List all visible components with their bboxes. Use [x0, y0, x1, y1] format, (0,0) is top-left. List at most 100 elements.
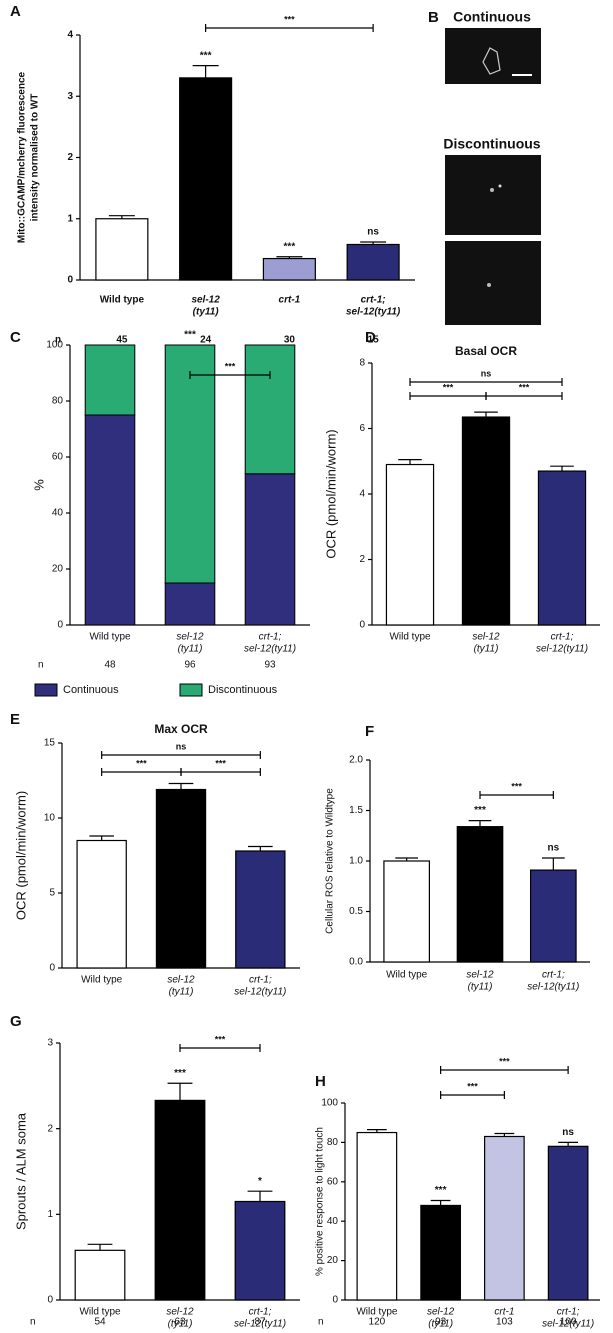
y-tick-label: 3 [47, 1038, 53, 1049]
n-value: 120 [369, 1317, 386, 1328]
bracket-label: *** [215, 1034, 226, 1044]
bar [537, 470, 587, 626]
bar [456, 826, 504, 963]
chart-title: Basal OCR [455, 344, 517, 358]
panel-label: D [365, 329, 376, 346]
x-tick-label: Wild type [79, 1307, 121, 1318]
bracket-label: *** [499, 1056, 510, 1066]
significance-label: *** [284, 241, 296, 252]
x-tick-label: sel-12(ty11) [346, 307, 401, 318]
bracket-label: *** [284, 14, 295, 24]
y-axis-label: OCR (pmol/min/worm) [13, 791, 28, 920]
bar [74, 1249, 126, 1301]
y-axis-label: Cellular ROS relative to Wildtype [325, 788, 336, 934]
y-axis-label: intensity normalised to WT [30, 94, 41, 222]
x-tick-label: sel-12 [167, 975, 195, 986]
bar [155, 788, 207, 969]
significance-label: *** [174, 1068, 186, 1079]
y-tick-label: 0 [67, 275, 73, 286]
x-tick-label: Wild type [356, 1307, 398, 1318]
n-label: n [318, 1317, 324, 1328]
chart-title: Max OCR [154, 722, 208, 736]
n-value: 45 [116, 335, 128, 346]
n-label: n [38, 660, 44, 671]
y-tick-label: 0.5 [349, 906, 363, 917]
x-tick-label: (ty11) [428, 1319, 453, 1330]
significance-label: ns [562, 1127, 574, 1138]
y-tick-label: 4 [359, 489, 365, 500]
x-tick-label: sel-12(ty11) [536, 644, 588, 655]
bar-segment [84, 414, 136, 626]
y-tick-label: 20 [52, 564, 64, 575]
y-tick-label: 1 [47, 1209, 53, 1220]
bar-segment [84, 344, 136, 416]
y-tick-label: 2 [47, 1123, 53, 1134]
significance-label: ns [367, 227, 379, 238]
cell-fragment [498, 184, 502, 188]
bracket-label: *** [511, 781, 522, 791]
legend-swatch [34, 683, 58, 697]
legend-label: Continuous [63, 684, 119, 696]
y-tick-label: 1 [67, 213, 73, 224]
x-tick-label: crt-1; [542, 970, 565, 981]
y-tick-label: 40 [52, 508, 64, 519]
n-value: 15 [368, 335, 380, 346]
y-tick-label: 2 [359, 554, 365, 565]
panel-label: E [10, 711, 20, 728]
x-tick-label: Wild type [81, 975, 123, 986]
x-tick-label: Wild type [386, 970, 428, 981]
n-label: n [30, 1317, 36, 1328]
micrograph [445, 241, 541, 325]
n-value: 63 [174, 1317, 186, 1328]
bar [383, 860, 430, 963]
bar [529, 869, 577, 963]
x-tick-label: crt-1 [279, 295, 301, 306]
panel-label: A [10, 3, 21, 20]
bar [420, 1204, 461, 1301]
y-tick-label: 100 [321, 1098, 338, 1109]
y-axis-label: Sprouts / ALM soma [13, 1112, 28, 1230]
n-value: 30 [284, 335, 296, 346]
x-tick-label: sel-12 [466, 970, 494, 981]
significance-label: * [258, 1176, 262, 1187]
y-tick-label: 6 [359, 423, 365, 434]
n-value: 93 [264, 660, 276, 671]
y-tick-label: 3 [67, 91, 73, 102]
cell-outline [482, 47, 501, 75]
x-tick-label: sel-12(ty11) [244, 644, 296, 655]
y-tick-label: 1.0 [349, 856, 363, 867]
bracket-label: *** [467, 1081, 478, 1091]
x-tick-label: crt-1; [249, 975, 272, 986]
y-tick-label: 0.0 [349, 957, 363, 968]
x-tick-label: sel-12 [166, 1307, 194, 1318]
y-axis-label: Mito::GCAMP/mcherry fluorescence [17, 71, 28, 243]
n-value: 96 [184, 660, 196, 671]
x-tick-label: (ty11) [193, 307, 220, 318]
significance-label: ns [547, 843, 559, 854]
y-tick-label: 40 [327, 1216, 339, 1227]
x-tick-label: (ty11) [178, 644, 203, 655]
significance-label: *** [200, 50, 212, 61]
x-tick-label: crt-1; [259, 632, 282, 643]
bar-segment [164, 344, 216, 584]
y-tick-label: 80 [327, 1137, 339, 1148]
bar [154, 1099, 206, 1301]
y-tick-label: 0 [57, 620, 63, 631]
x-tick-label: sel-12(ty11) [542, 1319, 594, 1330]
n-value: 103 [496, 1317, 513, 1328]
n-value: 54 [94, 1317, 106, 1328]
x-tick-label: (ty11) [474, 644, 499, 655]
x-tick-label: sel-12 [191, 295, 220, 306]
y-tick-label: 8 [359, 358, 365, 369]
bar [547, 1145, 589, 1301]
bar-segment [164, 582, 216, 626]
micrograph [445, 155, 541, 235]
n-value: 48 [104, 660, 116, 671]
bracket-label: *** [225, 361, 236, 371]
panel-label: B [428, 9, 439, 26]
x-tick-label: sel-12 [427, 1307, 455, 1318]
bar [179, 77, 233, 281]
bar [95, 218, 149, 281]
y-axis-label: OCR (pmol/min/worm) [323, 429, 338, 558]
